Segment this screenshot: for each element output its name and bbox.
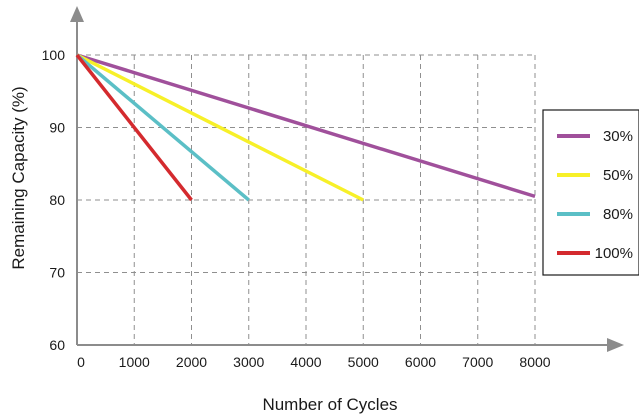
series-lines [75, 53, 536, 202]
series-line [75, 53, 250, 202]
legend-label: 100% [595, 245, 633, 262]
series-line [76, 53, 536, 199]
y-tick-label: 80 [49, 192, 65, 208]
y-tick-label: 60 [49, 337, 65, 353]
x-axis-arrow-icon [607, 338, 624, 352]
x-tick-label: 0 [77, 354, 85, 370]
series-line [76, 53, 365, 202]
legend: 30% 50% 80% 100% [542, 109, 639, 276]
grid [77, 54, 536, 345]
y-tick-label: 100 [42, 47, 66, 63]
legend-label: 80% [603, 206, 633, 223]
y-axis-title: Remaining Capacity (%) [9, 86, 28, 269]
y-tick-label: 70 [49, 265, 65, 281]
x-tick-label: 8000 [519, 354, 550, 370]
x-tick-label: 6000 [405, 354, 436, 370]
x-axis-title: Number of Cycles [262, 395, 397, 414]
x-tick-label: 3000 [233, 354, 264, 370]
x-tick-label: 7000 [462, 354, 493, 370]
series-line [75, 53, 193, 202]
axes [70, 6, 624, 352]
x-tick-label: 2000 [176, 354, 207, 370]
y-axis-arrow-icon [70, 6, 84, 22]
legend-label: 50% [603, 167, 633, 184]
x-tick-label: 5000 [348, 354, 379, 370]
x-tick-label: 4000 [290, 354, 321, 370]
y-tick-label: 90 [49, 120, 65, 136]
legend-label: 30% [603, 128, 633, 145]
x-tick-label: 1000 [119, 354, 150, 370]
